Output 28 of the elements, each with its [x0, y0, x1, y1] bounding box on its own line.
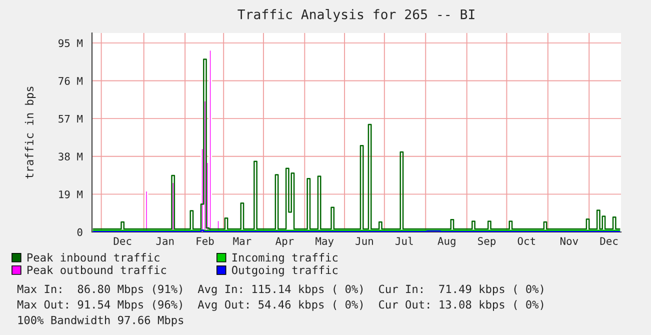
x-tick-label: Dec	[114, 237, 132, 245]
text: Max Out: 91.54 Mbps (96%) Avg Out: 54.46 kbps ( 0%) Cur Out: 13.08 kbps ( 0%)	[17, 300, 544, 311]
legend-label: Peak inbound traffic	[28, 253, 160, 262]
x-tick-label: May	[316, 237, 334, 247]
y-tick-label: 95 M	[58, 39, 83, 48]
x-tick-label: Mar	[233, 237, 252, 245]
x-tick-label: Nov	[560, 237, 578, 245]
x-tick-label: Jun	[356, 237, 373, 245]
x-tick-label: Oct	[518, 237, 536, 245]
y-tick-label: 57 M	[58, 114, 83, 123]
text: Max In: 86.80 Mbps (91%) Avg In: 115.14 kbps ( 0%) Cur In: 71.49 kbps ( 0%)	[17, 284, 544, 296]
chart-title: Traffic Analysis for 265 -- BI	[238, 9, 474, 22]
x-tick-label: Dec	[600, 237, 618, 245]
y-tick-label: 76 M	[58, 77, 83, 85]
x-tick-label: Aug	[438, 237, 456, 247]
legend-label: Outgoing traffic	[232, 266, 338, 276]
legend-label: Incoming traffic	[232, 253, 338, 264]
x-tick-label: Feb	[196, 236, 214, 245]
x-tick-label: Jan	[156, 237, 174, 245]
y-tick-label: 38 M	[58, 152, 83, 161]
x-tick-label: Apr	[276, 237, 294, 247]
legend-label: Peak outbound traffic	[28, 266, 166, 274]
y-tick-label: 0	[77, 228, 82, 236]
y-axis-title: traffic in bps	[24, 86, 36, 179]
y-tick-label: 19 M	[59, 190, 83, 198]
x-tick-label: Jul	[395, 236, 413, 245]
text: 100% Bandwidth 97.66 Mbps	[18, 316, 184, 326]
x-tick-label: Sep	[478, 237, 496, 247]
